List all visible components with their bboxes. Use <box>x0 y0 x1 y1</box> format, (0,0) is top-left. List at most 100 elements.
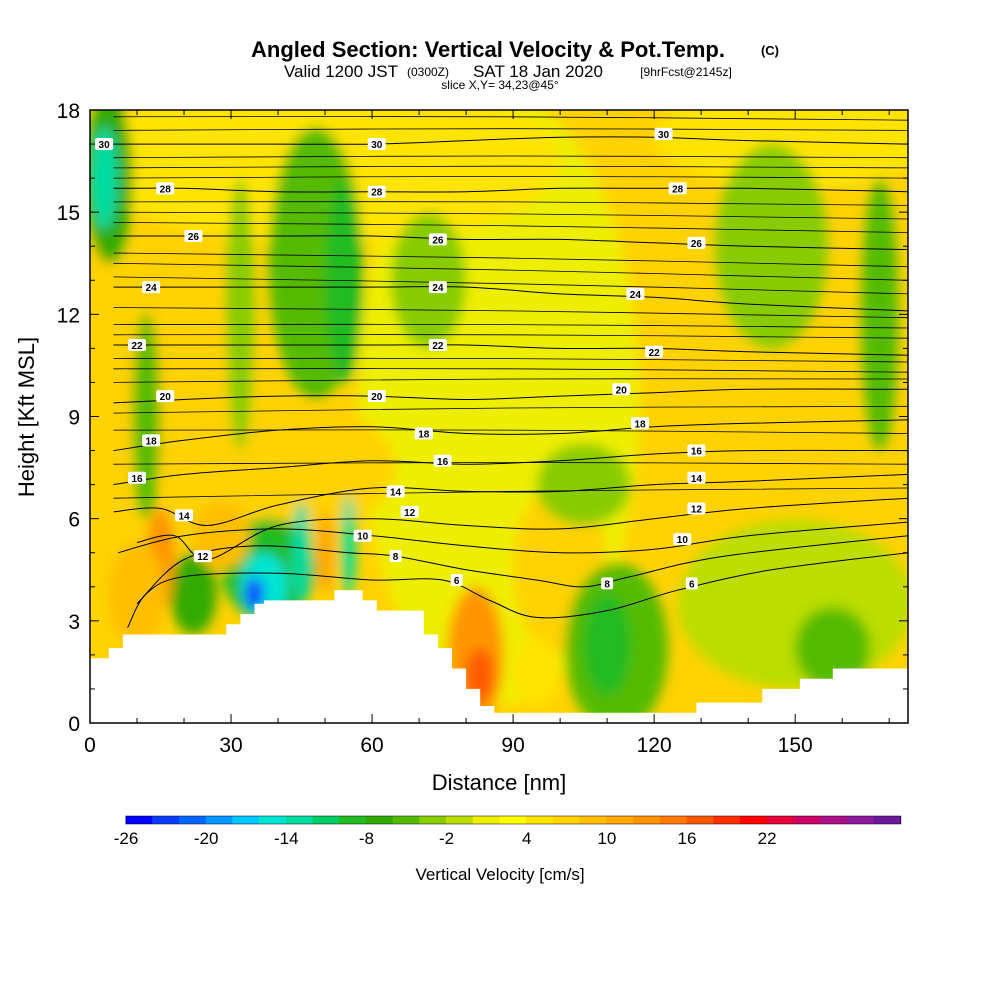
contour-label-16-1: 16 <box>433 454 452 468</box>
contour-label-text: 22 <box>131 341 143 352</box>
contour-label-text: 28 <box>672 184 684 195</box>
contour-label-bg <box>193 550 212 563</box>
contour-label-bg <box>156 182 175 195</box>
colorbar-tick-label: 4 <box>522 829 531 848</box>
theta-contour-10 <box>118 521 908 554</box>
colorbar-tick-label: -2 <box>439 829 454 848</box>
minor-isoline-8 <box>113 201 908 206</box>
contour-label-14-2: 14 <box>687 471 706 485</box>
contour-label-bg <box>175 509 194 522</box>
contour-label-text: 20 <box>371 392 383 403</box>
colorbar-swatch-21 <box>686 816 715 824</box>
shading-blob-16 <box>715 144 829 349</box>
contour-label-12-0: 12 <box>193 550 212 563</box>
x-tick-label: 30 <box>219 734 242 757</box>
minor-isoline-6 <box>113 222 908 233</box>
x-tick-label: 150 <box>778 734 813 757</box>
contour-label-text: 12 <box>691 504 703 515</box>
y-tick-label: 18 <box>57 100 80 123</box>
minor-isoline-10 <box>113 165 908 169</box>
contour-label-24-1: 24 <box>428 281 447 294</box>
contour-label-bg <box>645 345 664 358</box>
contour-label-bg <box>450 573 463 586</box>
colorbar-swatch-8 <box>339 816 367 824</box>
contour-label-30-1: 30 <box>367 138 386 151</box>
x-tick-label: 0 <box>84 734 96 757</box>
minor-isoline-20 <box>113 487 908 499</box>
subtitle-utc: (0300Z) <box>407 65 449 79</box>
contour-label-text: 18 <box>634 419 646 430</box>
terrain-mask <box>90 590 908 723</box>
contour-label-bg <box>687 502 706 515</box>
contour-label-bg <box>367 185 386 198</box>
contour-label-30-0: 30 <box>95 138 114 151</box>
contour-label-bg <box>654 127 673 140</box>
shading-blob-14 <box>226 178 255 451</box>
colorbar-swatch-28 <box>873 816 902 824</box>
y-axis: 0 3 6 9 12 15 18 <box>57 100 908 736</box>
minor-isoline-3 <box>113 276 908 295</box>
contour-label-12-1: 12 <box>400 505 419 519</box>
colorbar-swatch-27 <box>846 816 875 824</box>
contour-label-text: 30 <box>371 140 383 151</box>
contour-label-12-2: 12 <box>687 502 706 515</box>
minor-isoline-19 <box>113 462 908 465</box>
theta-contour-26 <box>113 235 908 251</box>
minor-isoline-9 <box>113 175 908 179</box>
shading-blob-34 <box>108 542 166 645</box>
subtitle-date: SAT 18 Jan 2020 <box>473 62 603 81</box>
colorbar-swatch-25 <box>793 816 822 824</box>
contour-label-text: 24 <box>432 283 444 294</box>
contour-label-28-0: 28 <box>156 182 175 195</box>
colorbar-tick-label: -26 <box>114 829 139 848</box>
theta-contour-18 <box>113 419 908 452</box>
minor-isoline-16 <box>113 357 908 363</box>
y-tick-label: 0 <box>68 713 80 736</box>
colorbar-tick-label: 16 <box>678 829 697 848</box>
colorbar-tick-label: 10 <box>597 829 616 848</box>
contour-label-bg <box>631 417 650 430</box>
contour-label-bg <box>184 230 203 243</box>
theta-contour-28 <box>113 187 908 193</box>
contour-label-16-0: 16 <box>128 471 147 485</box>
contour-label-bg <box>687 236 706 249</box>
theta-contour-16 <box>113 449 908 486</box>
colorbar-frame <box>125 815 901 825</box>
contour-label-text: 18 <box>146 436 158 447</box>
contour-label-text: 10 <box>357 532 369 543</box>
y-tick-label: 9 <box>68 407 80 430</box>
x-tick-label: 120 <box>637 734 672 757</box>
contour-label-text: 16 <box>691 447 703 458</box>
colorbar-swatch-6 <box>285 816 314 824</box>
contour-label-bg <box>367 390 386 403</box>
contour-label-text: 20 <box>160 392 172 403</box>
minor-isoline-12 <box>113 128 908 131</box>
colorbar <box>125 815 902 825</box>
contour-label-bg <box>687 471 706 484</box>
minor-isoline-0 <box>113 323 908 329</box>
minor-isoline-11 <box>113 155 908 159</box>
shading-blob-18 <box>536 443 631 526</box>
contour-label-bg <box>428 281 447 294</box>
chart-title: Angled Section: Vertical Velocity & Pot.… <box>251 37 725 62</box>
minor-isoline-14 <box>113 378 908 383</box>
contour-label-text: 18 <box>418 430 430 441</box>
colorbar-title: Vertical Velocity [cm/s] <box>415 865 584 884</box>
colorbar-swatch-7 <box>312 816 341 824</box>
contour-label-6-1: 6 <box>685 577 698 590</box>
contour-label-bg <box>142 434 161 447</box>
contour-label-26-1: 26 <box>428 233 447 246</box>
minor-isoline-2 <box>113 307 908 319</box>
colorbar-tick-label: -20 <box>194 829 219 848</box>
chart-subtitle: Valid 1200 JST (0300Z) SAT 18 Jan 2020 [… <box>284 62 732 81</box>
chart-title-units: (C) <box>761 43 779 58</box>
theta-contour-20 <box>113 388 908 404</box>
theta-isolines-minor <box>113 116 908 499</box>
x-tick-label: 60 <box>360 734 383 757</box>
colorbar-swatch-24 <box>766 816 795 824</box>
contour-label-text: 30 <box>658 130 670 141</box>
contour-label-26-0: 26 <box>184 230 203 243</box>
contour-label-bg <box>128 338 147 351</box>
minor-isoline-5 <box>113 252 908 268</box>
